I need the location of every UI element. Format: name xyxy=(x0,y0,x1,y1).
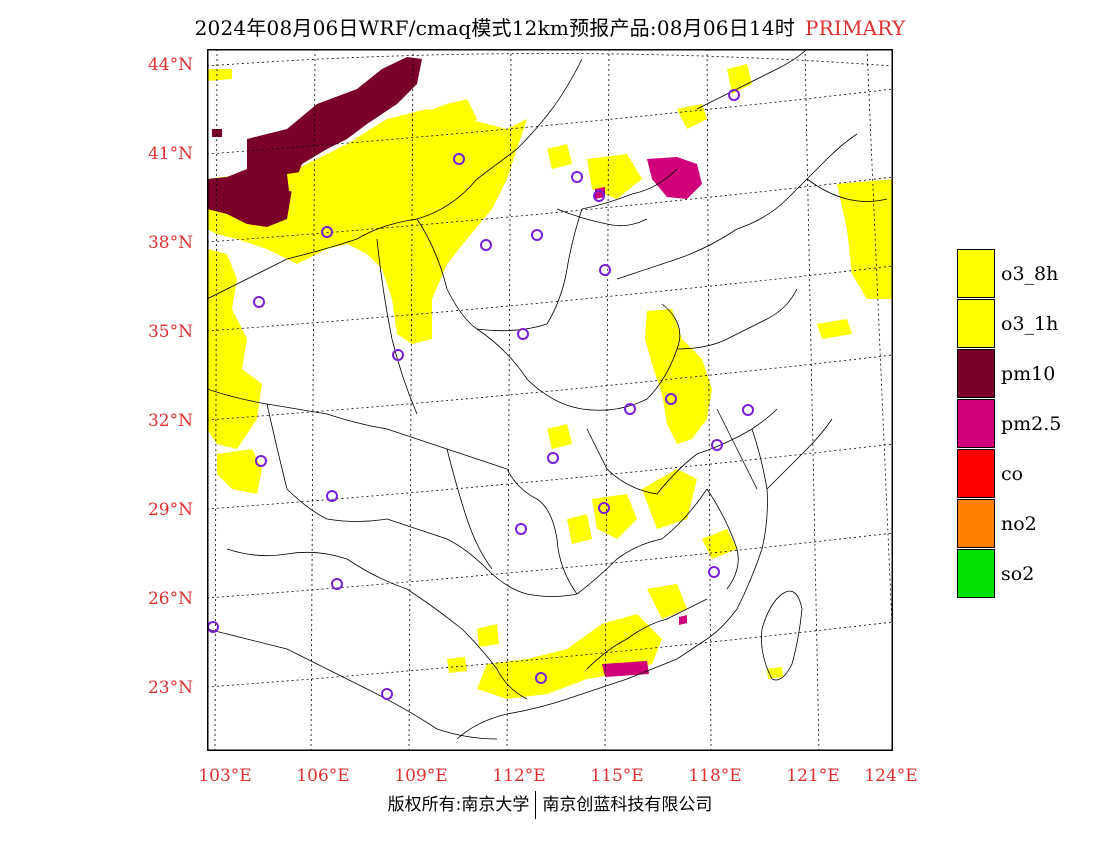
lon-label-106: 106°E xyxy=(296,766,350,786)
taiwan-outline xyxy=(761,590,803,681)
chart-title: 2024年08月06日WRF/cmaq模式12km预报产品:08月06日14时 P… xyxy=(0,12,1100,41)
lon-label-121: 121°E xyxy=(786,766,840,786)
lat-label-41: 41°N xyxy=(147,144,193,164)
legend-label: no2 xyxy=(1001,513,1037,535)
forecast-map xyxy=(207,49,893,751)
lat-label-32: 32°N xyxy=(147,411,193,431)
legend-label: pm10 xyxy=(1001,363,1056,385)
legend-swatch xyxy=(957,249,995,298)
station-marker xyxy=(665,393,677,405)
station-marker xyxy=(708,566,720,578)
pm25-regions xyxy=(595,157,702,677)
station-marker xyxy=(599,264,611,276)
station-marker xyxy=(531,229,543,241)
legend-label: pm2.5 xyxy=(1001,413,1062,435)
lon-label-118: 118°E xyxy=(688,766,742,786)
legend-swatch xyxy=(957,499,995,548)
lat-label-26: 26°N xyxy=(147,589,193,609)
graticule xyxy=(207,49,893,751)
lon-label-103: 103°E xyxy=(198,766,252,786)
station-marker xyxy=(593,190,605,202)
station-marker xyxy=(535,672,547,684)
legend-swatch xyxy=(957,449,995,498)
lat-label-23: 23°N xyxy=(147,678,193,698)
lat-label-29: 29°N xyxy=(147,500,193,520)
legend-swatch xyxy=(957,299,995,348)
legend-label: so2 xyxy=(1001,563,1035,585)
station-marker xyxy=(255,455,267,467)
legend-label: o3_1h xyxy=(1001,313,1059,335)
lat-label-35: 35°N xyxy=(147,322,193,342)
legend-label: co xyxy=(1001,463,1024,485)
station-marker xyxy=(571,171,583,183)
legend-swatch xyxy=(957,549,995,598)
legend-swatch xyxy=(957,349,995,398)
station-marker xyxy=(624,403,636,415)
station-marker xyxy=(742,404,754,416)
copyright-left: 版权所有:南京大学 xyxy=(387,795,530,815)
legend-label: o3_8h xyxy=(1001,263,1059,285)
station-marker xyxy=(326,490,338,502)
lon-label-112: 112°E xyxy=(492,766,546,786)
copyright-separator xyxy=(535,791,537,819)
map-frame xyxy=(207,49,893,751)
title-tag: PRIMARY xyxy=(804,16,906,40)
station-markers xyxy=(207,89,754,700)
lon-label-124: 124°E xyxy=(864,766,918,786)
lat-label-44: 44°N xyxy=(147,55,193,75)
station-marker xyxy=(253,296,265,308)
station-marker xyxy=(728,89,740,101)
station-marker xyxy=(381,688,393,700)
station-marker xyxy=(321,226,333,238)
title-text: 2024年08月06日WRF/cmaq模式12km预报产品:08月06日14时 xyxy=(194,16,795,40)
pm10-regions xyxy=(207,57,422,227)
lon-label-115: 115°E xyxy=(590,766,644,786)
station-marker xyxy=(711,439,723,451)
lon-label-109: 109°E xyxy=(394,766,448,786)
legend-swatch xyxy=(957,399,995,448)
copyright-right: 南京创蓝科技有限公司 xyxy=(542,795,713,815)
station-marker xyxy=(392,349,404,361)
boundary-lines xyxy=(207,49,888,740)
station-marker xyxy=(517,328,529,340)
station-marker xyxy=(331,578,343,590)
station-marker xyxy=(453,153,465,165)
o3-regions xyxy=(207,64,893,699)
lat-label-38: 38°N xyxy=(147,233,193,253)
copyright: 版权所有:南京大学 南京创蓝科技有限公司 xyxy=(0,790,1100,819)
o3-inner-patch xyxy=(287,171,317,194)
station-marker xyxy=(480,239,492,251)
station-marker xyxy=(598,502,610,514)
station-marker xyxy=(515,523,527,535)
station-marker xyxy=(547,452,559,464)
